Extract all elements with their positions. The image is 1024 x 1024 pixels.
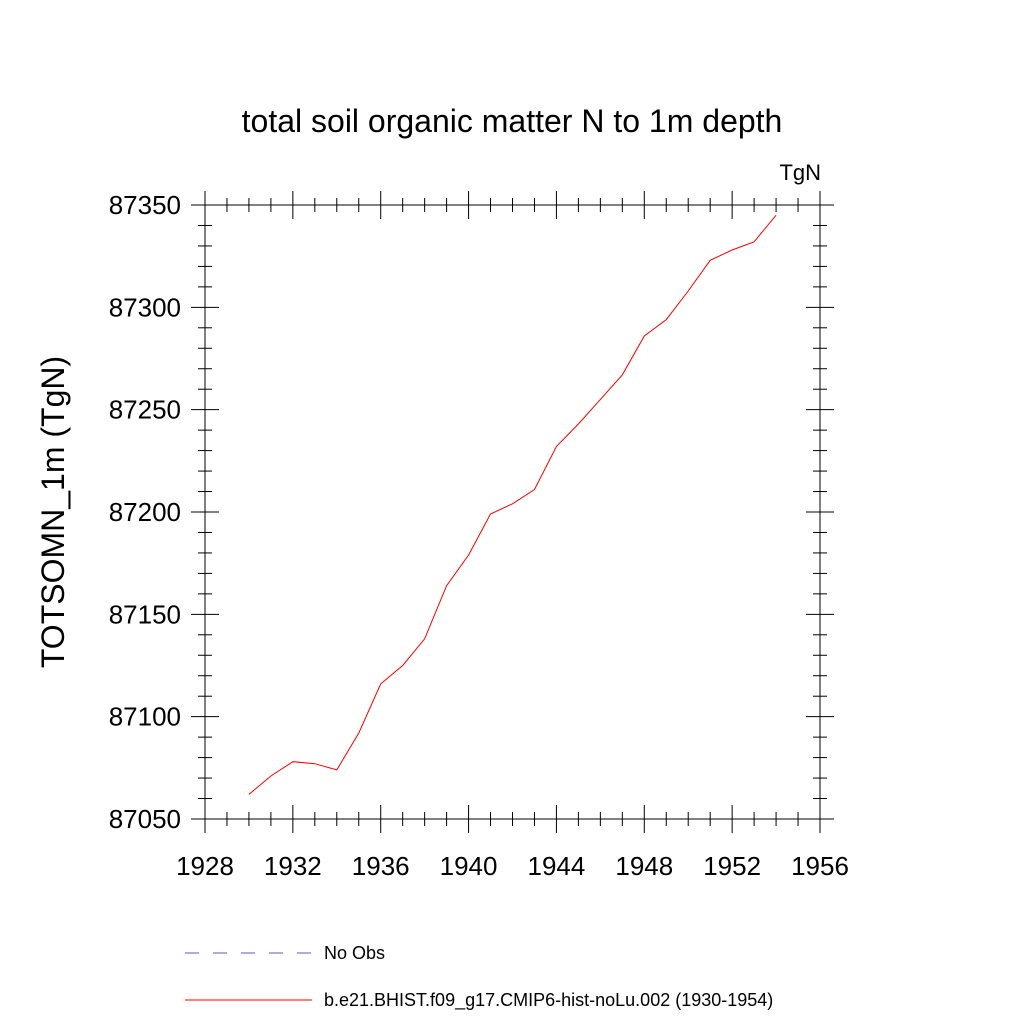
x-ticks: [204, 191, 821, 833]
x-tick-label: 1952: [703, 851, 761, 881]
x-tick-label: 1956: [791, 851, 849, 881]
y-axis-label: TOTSOMN_1m (TgN): [35, 356, 71, 668]
y-ticks: [191, 204, 834, 820]
series-layer: [248, 214, 777, 795]
x-tick-label: 1936: [352, 851, 410, 881]
x-tick-label: 1940: [440, 851, 498, 881]
x-tick-label: 1932: [264, 851, 322, 881]
chart-title: total soil organic matter N to 1m depth: [242, 103, 783, 139]
legend: No Obs b.e21.BHIST.f09_g17.CMIP6-hist-no…: [185, 943, 773, 1011]
y-tick-label: 87050: [109, 804, 181, 834]
y-tick-label: 87200: [109, 497, 181, 527]
y-tick-label: 87350: [109, 190, 181, 220]
y-tick-labels: 87050 87100 87150 87200 87250 87300 87350: [109, 190, 181, 834]
y-tick-label: 87150: [109, 599, 181, 629]
x-tick-labels: 1928 1932 1936 1940 1944 1948 1952 1956: [176, 851, 849, 881]
legend-label-model-run: b.e21.BHIST.f09_g17.CMIP6-hist-noLu.002 …: [324, 990, 773, 1011]
plot-frame: [204, 204, 821, 820]
x-tick-label: 1928: [176, 851, 234, 881]
y-tick-label: 87250: [109, 395, 181, 425]
legend-label-no-obs: No Obs: [324, 943, 385, 963]
y-tick-label: 87300: [109, 292, 181, 322]
x-tick-label: 1944: [528, 851, 586, 881]
units-label: TgN: [779, 160, 821, 185]
x-tick-label: 1948: [615, 851, 673, 881]
series-line-0: [248, 214, 777, 795]
y-tick-label: 87100: [109, 702, 181, 732]
